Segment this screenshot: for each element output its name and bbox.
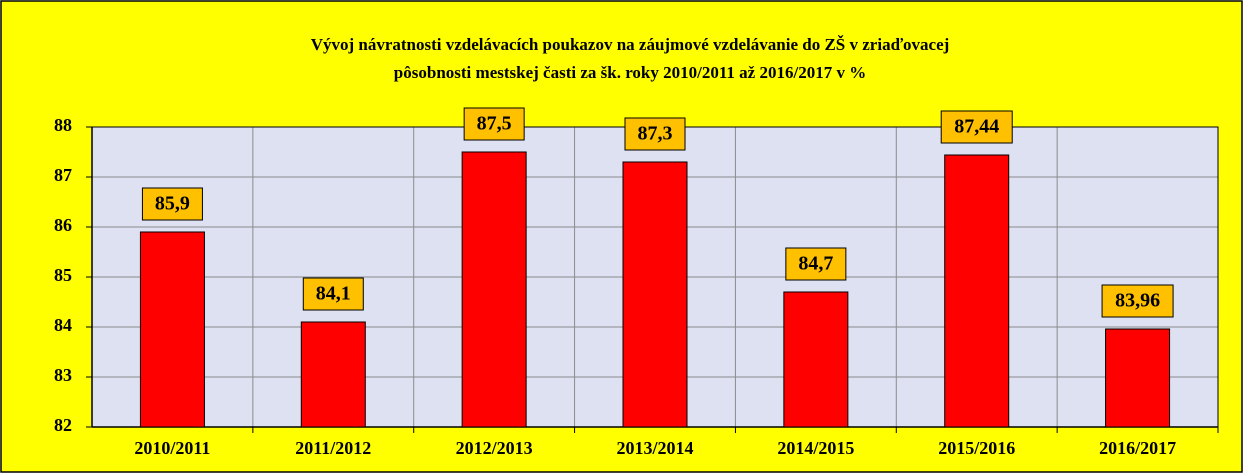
value-label-box xyxy=(624,117,686,151)
x-tick-label: 2015/2016 xyxy=(938,438,1015,458)
chart-title: pôsobnosti mestskej časti za šk. roky 20… xyxy=(394,63,866,82)
bar xyxy=(783,291,849,428)
y-tick-label: 83 xyxy=(54,365,72,385)
value-label-box xyxy=(940,110,1013,144)
x-tick-label: 2011/2012 xyxy=(295,438,371,458)
value-label: 87,5 xyxy=(477,113,512,135)
value-label: 87,3 xyxy=(638,123,673,145)
value-label: 83,96 xyxy=(1115,290,1160,312)
x-tick-label: 2012/2013 xyxy=(456,438,533,458)
value-label-box xyxy=(302,277,364,311)
bar xyxy=(1105,328,1171,428)
y-tick-label: 85 xyxy=(54,265,72,285)
value-label: 84,1 xyxy=(316,283,351,305)
bar xyxy=(944,154,1010,428)
x-tick-label: 2010/2011 xyxy=(134,438,210,458)
bar xyxy=(139,231,205,428)
y-tick-label: 84 xyxy=(54,315,72,335)
x-tick-label: 2013/2014 xyxy=(616,438,693,458)
y-tick-label: 86 xyxy=(54,215,72,235)
y-tick-label: 88 xyxy=(54,115,72,135)
y-tick-label: 82 xyxy=(54,415,72,435)
y-tick-label: 87 xyxy=(54,165,72,185)
value-label: 87,44 xyxy=(954,116,999,138)
value-label-box xyxy=(1101,284,1174,318)
bar xyxy=(300,321,366,428)
x-tick-label: 2014/2015 xyxy=(777,438,854,458)
bar xyxy=(461,151,527,428)
x-tick-label: 2016/2017 xyxy=(1099,438,1176,458)
value-label-box xyxy=(463,107,525,141)
bar xyxy=(622,161,688,428)
value-label-box xyxy=(785,247,847,281)
chart-title: Vývoj návratnosti vzdelávacích poukazov … xyxy=(311,35,950,54)
value-label: 84,7 xyxy=(798,253,833,275)
value-label: 85,9 xyxy=(155,193,190,215)
value-label-box xyxy=(141,187,203,221)
